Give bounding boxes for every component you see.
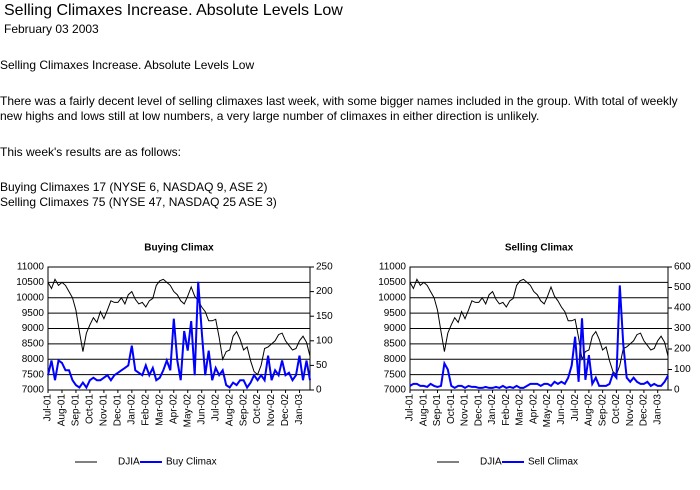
y-tick-label: 7500 [384, 369, 407, 380]
x-tick-label: Jun-02 [196, 394, 207, 425]
x-tick-label: Nov-01 [99, 394, 110, 427]
y2-tick-label: 600 [674, 262, 691, 273]
y-tick-label: 10500 [378, 277, 406, 288]
y-tick-label: 9000 [384, 323, 407, 334]
y-tick-label: 10000 [16, 292, 44, 303]
y2-tick-label: 250 [316, 262, 333, 273]
result: Selling Climaxes 75 (NYSE 47, NASDAQ 25 … [0, 195, 277, 209]
x-tick-label: Jul-02 [570, 394, 581, 422]
y-tick-label: 8000 [22, 354, 45, 365]
x-tick-label: Aug-01 [418, 394, 429, 427]
x-tick-label: Nov-02 [266, 394, 277, 427]
heading: Selling Climaxes Increase. Absolute Leve… [0, 58, 255, 72]
chart-title: Selling Climax [505, 243, 574, 254]
x-tick-label: Apr-02 [168, 394, 179, 424]
legend-label: DJIA [118, 457, 140, 468]
x-tick-label: Sep-02 [597, 394, 608, 427]
x-tick-label: May-02 [542, 394, 553, 428]
y2-tick-label: 0 [674, 385, 680, 396]
series-line [409, 278, 669, 376]
x-tick-label: Mar-02 [515, 394, 526, 426]
x-tick-label: Aug-02 [584, 394, 595, 427]
x-tick-label: Dec-02 [280, 394, 291, 427]
x-tick-label: Jan-02 [126, 394, 137, 425]
x-tick-label: Sep-01 [71, 394, 82, 427]
y2-tick-label: 100 [316, 335, 333, 346]
y2-tick-label: 50 [316, 360, 328, 371]
x-tick-label: Jul-01 [405, 394, 416, 422]
series-line [47, 281, 311, 390]
y-tick-label: 9500 [22, 308, 45, 319]
x-tick-label: May-02 [182, 394, 193, 428]
x-tick-label: Dec-01 [473, 394, 484, 427]
legend-label: Buy Climax [166, 457, 217, 468]
x-tick-label: Oct-01 [446, 394, 457, 424]
y-tick-label: 7000 [384, 385, 407, 396]
x-tick-label: Mar-02 [154, 394, 165, 426]
x-tick-label: Oct-01 [85, 394, 96, 424]
y-tick-label: 7000 [22, 385, 45, 396]
y2-tick-label: 0 [316, 385, 322, 396]
y-tick-label: 10500 [16, 277, 44, 288]
x-tick-label: Jan-02 [487, 394, 498, 425]
y-tick-label: 8500 [22, 339, 45, 350]
y-tick-label: 10000 [378, 292, 406, 303]
legend-label: DJIA [480, 457, 502, 468]
series-line [47, 278, 311, 376]
x-tick-label: Nov-01 [460, 394, 471, 427]
paragraph: There was a fairly decent level of selli… [0, 94, 678, 123]
x-tick-label: Feb-02 [140, 394, 151, 426]
x-tick-label: Apr-02 [528, 394, 539, 424]
y2-tick-label: 200 [316, 286, 333, 297]
x-tick-label: Jul-02 [210, 394, 221, 422]
y-tick-label: 8000 [384, 354, 407, 365]
x-tick-label: Dec-01 [113, 394, 124, 427]
result: Buying Climaxes 17 (NYSE 6, NASDAQ 9, AS… [0, 180, 268, 194]
x-tick-label: Jan-03 [294, 394, 305, 425]
intro: This week's results are as follows: [0, 145, 182, 159]
x-tick-label: Feb-02 [501, 394, 512, 426]
y-tick-label: 9000 [22, 323, 45, 334]
y2-tick-label: 100 [674, 364, 691, 375]
y-tick-label: 7500 [22, 369, 45, 380]
x-tick-label: Dec-02 [639, 394, 650, 427]
x-tick-label: Nov-02 [625, 394, 636, 427]
x-tick-label: Jul-01 [43, 394, 54, 422]
x-tick-label: Aug-02 [224, 394, 235, 427]
y-tick-label: 8500 [384, 339, 407, 350]
y2-tick-label: 500 [674, 282, 691, 293]
x-tick-label: Aug-01 [57, 394, 68, 427]
y-tick-label: 11000 [17, 262, 45, 273]
x-tick-label: Sep-02 [238, 394, 249, 427]
y2-tick-label: 400 [674, 303, 691, 314]
series-line [409, 285, 669, 390]
x-tick-label: Oct-02 [252, 394, 263, 424]
x-tick-label: Jan-03 [652, 394, 663, 425]
x-tick-label: Oct-02 [611, 394, 622, 424]
x-tick-label: Jun-02 [556, 394, 567, 425]
plot-frame [47, 266, 311, 391]
y2-tick-label: 150 [316, 311, 333, 322]
title: Selling Climaxes Increase. Absolute Leve… [4, 2, 343, 19]
y2-tick-label: 200 [674, 344, 691, 355]
chart-title: Buying Climax [144, 243, 214, 254]
date: February 03 2003 [4, 22, 99, 36]
legend-label: Sell Climax [528, 457, 578, 468]
y-tick-label: 9500 [384, 308, 407, 319]
y2-tick-label: 300 [674, 323, 691, 334]
y-tick-label: 11000 [379, 262, 407, 273]
x-tick-label: Sep-01 [432, 394, 443, 427]
plot-frame [409, 266, 669, 391]
